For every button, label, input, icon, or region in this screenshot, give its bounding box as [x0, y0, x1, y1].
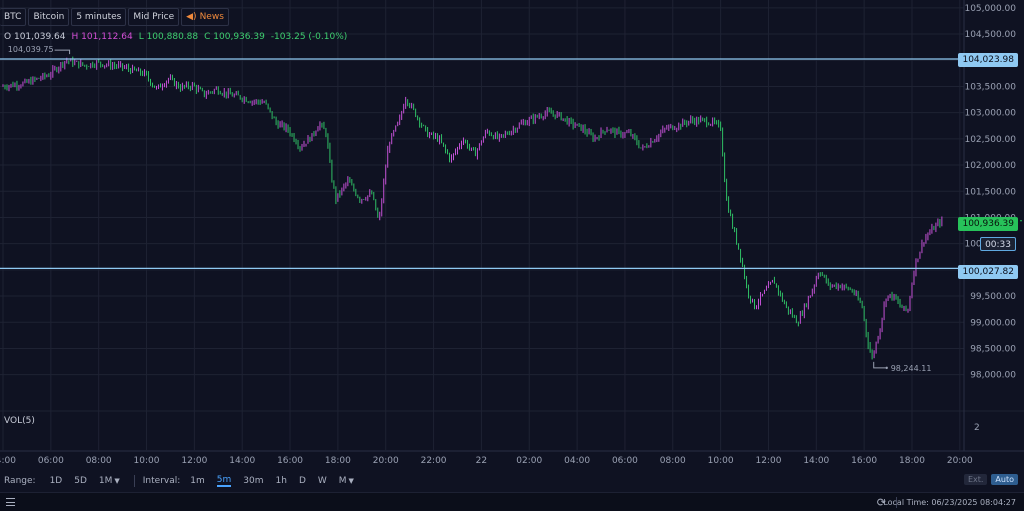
range-1m[interactable]: 1M ▼ — [99, 476, 120, 486]
x-tick-label: 10:00 — [708, 456, 734, 466]
x-tick-label: 06:00 — [38, 456, 64, 466]
symbol-header: BTC Bitcoin 5 minutes Mid Price ◀) News — [0, 8, 229, 26]
x-tick-label: 20:00 — [947, 456, 973, 466]
x-tick-label: 20:00 — [373, 456, 399, 466]
y-tick-label: 104,500.00 — [964, 30, 1016, 40]
y-tick-label: 98,000.00 — [970, 371, 1016, 381]
upper-level-tag[interactable]: 104,023.98 — [958, 53, 1018, 67]
y-tick-label: 105,000.00 — [964, 4, 1016, 14]
symbol-ticker[interactable]: BTC — [0, 8, 27, 26]
candlesticks — [2, 56, 943, 360]
caret-down-icon: ▼ — [348, 477, 354, 485]
x-tick-label: 04:00 — [564, 456, 590, 466]
refresh-icon[interactable]: ⟳ — [876, 496, 886, 509]
x-tick-label: 02:00 — [516, 456, 542, 466]
status-divider — [896, 497, 897, 508]
interval-1m[interactable]: 1m — [190, 476, 205, 486]
bar-countdown: 00:33 — [980, 237, 1016, 251]
low-marker-leader — [873, 361, 886, 369]
lower-level-tag[interactable]: 100,027.82 — [958, 265, 1018, 279]
x-tick-label: 18:00 — [899, 456, 925, 466]
x-axis-labels: 04:00 06:00 08:00 10:00 12:00 14:00 16:00 18:00… — [0, 456, 973, 466]
low-marker-label: 98,244.11 — [891, 364, 932, 373]
toolbar-divider — [133, 475, 135, 487]
y-tick-label: 102,500.00 — [964, 135, 1016, 145]
x-tick-label: 14:00 — [229, 456, 255, 466]
extreme-annotations: 104,039.75 98,244.11 — [8, 45, 932, 373]
local-time: Local Time: 06/23/2025 08:04:27 — [883, 498, 1016, 507]
speaker-icon: ◀) — [186, 12, 197, 22]
range-5d[interactable]: 5D — [74, 476, 87, 486]
ohlc-readout: O 101,039.64 H 101,112.64 L 100,880.88 C… — [4, 32, 347, 42]
interval-w[interactable]: W — [317, 476, 327, 486]
interval-m-label: M — [338, 476, 347, 486]
high-marker-leader — [54, 49, 71, 55]
open-value: 101,039.64 — [13, 32, 66, 42]
price-level-lines — [0, 58, 1024, 270]
interval-1h[interactable]: 1h — [275, 476, 287, 486]
close-key: C — [204, 32, 211, 42]
y-tick-label: 103,500.00 — [964, 82, 1016, 92]
x-tick-label: 16:00 — [851, 456, 877, 466]
interval-d[interactable]: D — [298, 476, 306, 486]
y-tick-label: 99,500.00 — [970, 292, 1016, 302]
chart-grid — [0, 0, 1024, 452]
high-value: 101,112.64 — [81, 32, 133, 42]
interval-selector[interactable]: 5 minutes — [71, 8, 127, 26]
last-price-tag: 100,936.39 — [958, 217, 1018, 231]
x-tick-label: 22 — [476, 456, 487, 466]
interval-30m[interactable]: 30m — [243, 476, 264, 486]
news-label: News — [199, 12, 224, 22]
caret-down-icon: ▼ — [114, 477, 120, 485]
interval-label: Interval: — [142, 476, 181, 486]
auto-scale-toggle[interactable]: Auto — [991, 474, 1018, 485]
y-tick-label: 101,500.00 — [964, 187, 1016, 197]
bottom-toolbar: Range: 1D 5D 1M ▼ Interval: 1m 5m 30m 1h … — [0, 472, 1024, 490]
symbol-name[interactable]: Bitcoin — [28, 8, 70, 26]
change-value: -103.25 (-0.10%) — [270, 32, 348, 42]
range-1m-label: 1M — [98, 476, 113, 486]
status-bar: ⟳ Local Time: 06/23/2025 08:04:27 — [0, 492, 1024, 511]
low-key: L — [138, 32, 144, 42]
range-1d[interactable]: 1D — [49, 476, 63, 486]
close-value: 100,936.39 — [213, 32, 265, 42]
volume-label: VOL(5) — [4, 416, 35, 426]
x-tick-label: 22:00 — [421, 456, 447, 466]
price-type-selector[interactable]: Mid Price — [128, 8, 180, 26]
x-tick-label: 04:00 — [0, 456, 16, 466]
x-tick-label: 08:00 — [86, 456, 112, 466]
range-label: Range: — [4, 476, 36, 486]
interval-5m[interactable]: 5m — [216, 475, 232, 487]
price-chart[interactable]: 105,000.00104,500.00104,000.00103,500.00… — [0, 0, 1024, 472]
news-button[interactable]: ◀) News — [181, 8, 229, 26]
y-tick-label: 103,000.00 — [964, 109, 1016, 119]
y-tick-label: 98,500.00 — [970, 344, 1016, 354]
y-tick-label: 99,000.00 — [970, 318, 1016, 328]
high-marker-label: 104,039.75 — [8, 45, 54, 54]
low-value: 100,880.88 — [146, 32, 199, 42]
low-marker-dot — [885, 366, 888, 370]
x-tick-label: 08:00 — [660, 456, 686, 466]
high-key: H — [71, 32, 79, 42]
x-tick-label: 12:00 — [755, 456, 781, 466]
interval-m[interactable]: M ▼ — [339, 476, 354, 486]
x-tick-label: 10:00 — [134, 456, 160, 466]
x-tick-label: 06:00 — [612, 456, 638, 466]
volume-tick-label: 2 — [974, 423, 980, 433]
menu-icon[interactable] — [6, 498, 15, 506]
open-key: O — [4, 32, 12, 42]
x-tick-label: 12:00 — [181, 456, 207, 466]
y-tick-label: 102,000.00 — [964, 161, 1016, 171]
extended-hours-toggle[interactable]: Ext. — [963, 474, 988, 485]
x-tick-label: 16:00 — [277, 456, 303, 466]
x-tick-label: 14:00 — [803, 456, 829, 466]
x-tick-label: 18:00 — [325, 456, 351, 466]
